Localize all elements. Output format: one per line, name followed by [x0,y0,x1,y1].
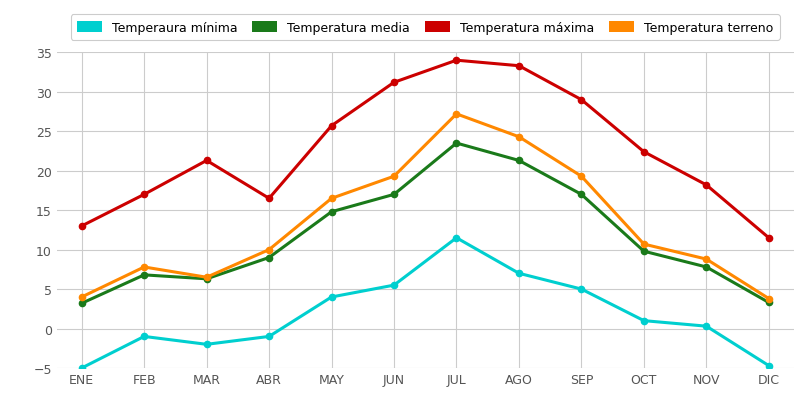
Legend: Temperaura mínima, Temperatura media, Temperatura máxima, Temperatura terreno: Temperaura mínima, Temperatura media, Te… [70,15,780,41]
